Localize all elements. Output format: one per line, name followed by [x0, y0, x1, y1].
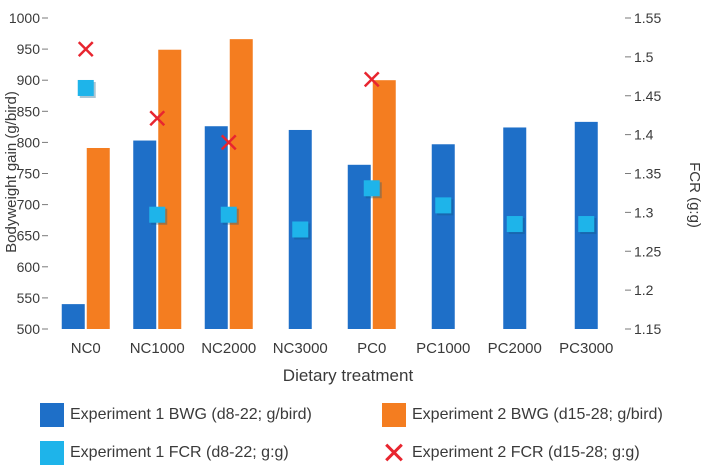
x-axis-labels: NC0 NC1000 NC2000 NC3000 PC0 PC1000 PC2000 PC30… — [71, 340, 614, 357]
legend-item-exp1-fcr: Experiment 1 FCR (d8-22; g:g) — [40, 440, 289, 466]
y-axis-title: Bodyweight gain (g/bird) — [3, 91, 20, 253]
bar-exp1-bwg — [431, 144, 455, 329]
marker-exp2-fcr-stroke — [77, 41, 94, 57]
legend-swatch-exp1-fcr — [40, 441, 64, 465]
y2-tick-label: 1.55 — [634, 10, 661, 26]
marker-exp2-fcr-stroke — [363, 71, 380, 88]
marker-exp2-fcr — [220, 134, 237, 151]
y-tick-label: 750 — [17, 166, 41, 182]
y2-tick-label: 1.5 — [634, 49, 654, 65]
y-tick-label: 850 — [17, 103, 41, 119]
bar-exp2-bwg — [86, 147, 110, 329]
y-tick-label: 800 — [17, 134, 41, 150]
bar-exp1-bwg — [204, 126, 228, 329]
legend-label-exp2-bwg: Experiment 2 BWG (d15-28; g/bird) — [412, 406, 663, 423]
y2-tick-label: 1.35 — [634, 166, 661, 182]
y-tick-label: 1000 — [9, 10, 40, 26]
bar-exp1-bwg — [61, 304, 85, 329]
x-tick-label: NC3000 — [273, 340, 328, 357]
marker-exp1-fcr — [292, 221, 309, 238]
legend-label-exp1-fcr: Experiment 1 FCR (d8-22; g:g) — [70, 444, 289, 461]
y2-tick-label: 1.45 — [634, 88, 661, 104]
right-axis: 1.15 1.2 1.25 1.3 1.35 1.4 1.45 1.5 1.55 — [625, 10, 661, 337]
marker-exp1-fcr — [77, 79, 94, 96]
bar-exp1-bwg — [133, 140, 157, 329]
y2-tick-label: 1.15 — [634, 321, 661, 337]
x-tick-label: PC1000 — [416, 340, 470, 357]
x-marker-icon — [382, 441, 406, 465]
y-tick-label: 500 — [17, 321, 41, 337]
marker-exp1-fcr — [149, 206, 166, 223]
legend-item-exp2-bwg: Experiment 2 BWG (d15-28; g/bird) — [382, 402, 663, 428]
marker-exp2-fcr — [363, 71, 380, 88]
y-tick-label: 550 — [17, 290, 41, 306]
y-tick-label: 700 — [17, 197, 41, 213]
y-tick-label: 900 — [17, 72, 41, 88]
legend-item-exp1-bwg: Experiment 1 BWG (d8-22; g/bird) — [40, 402, 312, 428]
marker-exp2-fcr-stroke — [149, 110, 166, 127]
x-tick-label: PC3000 — [559, 340, 613, 357]
left-axis: 500 550 600 650 700 750 800 850 900 950 1000 — [9, 10, 48, 337]
bar-exp1-bwg — [347, 164, 371, 329]
legend: Experiment 1 BWG (d8-22; g/bird) Experim… — [0, 396, 704, 471]
y2-axis-title: FCR (g:g) — [686, 162, 703, 228]
x-tick-label: NC2000 — [201, 340, 256, 357]
x-tick-label: NC0 — [71, 340, 101, 357]
x-axis-title: Dietary treatment — [283, 366, 414, 385]
marker-exp2-fcr — [77, 41, 94, 57]
y2-tick-label: 1.3 — [634, 204, 654, 220]
y2-tick-label: 1.2 — [634, 282, 654, 298]
x-tick-label: PC0 — [357, 340, 386, 357]
x-tick-label: NC1000 — [130, 340, 185, 357]
marker-exp1-fcr — [578, 216, 595, 233]
marker-exp1-fcr — [435, 197, 452, 214]
legend-label-exp2-fcr: Experiment 2 FCR (d15-28; g:g) — [412, 444, 640, 461]
bar-exp2-bwg — [372, 80, 396, 329]
bar-exp2-bwg — [229, 39, 253, 329]
marker-exp1-fcr — [506, 216, 523, 233]
legend-item-exp2-fcr: Experiment 2 FCR (d15-28; g:g) — [382, 440, 640, 466]
marker-exp1-fcr — [220, 206, 237, 223]
marker-exp1-fcr — [363, 180, 380, 197]
y-tick-label: 950 — [17, 41, 41, 57]
y2-tick-label: 1.25 — [634, 243, 661, 259]
legend-label-exp1-bwg: Experiment 1 BWG (d8-22; g/bird) — [70, 406, 312, 423]
legend-swatch-exp1-bwg — [40, 403, 64, 427]
marker-exp2-fcr — [149, 110, 166, 127]
bars — [61, 39, 598, 330]
y2-tick-label: 1.4 — [634, 127, 654, 143]
markers — [77, 41, 597, 240]
marker-exp2-fcr-stroke — [220, 134, 237, 151]
x-tick-label: PC2000 — [488, 340, 542, 357]
y-tick-label: 600 — [17, 259, 41, 275]
y-tick-label: 650 — [17, 228, 41, 244]
legend-swatch-exp2-bwg — [382, 403, 406, 427]
bar-exp2-bwg — [158, 49, 182, 330]
